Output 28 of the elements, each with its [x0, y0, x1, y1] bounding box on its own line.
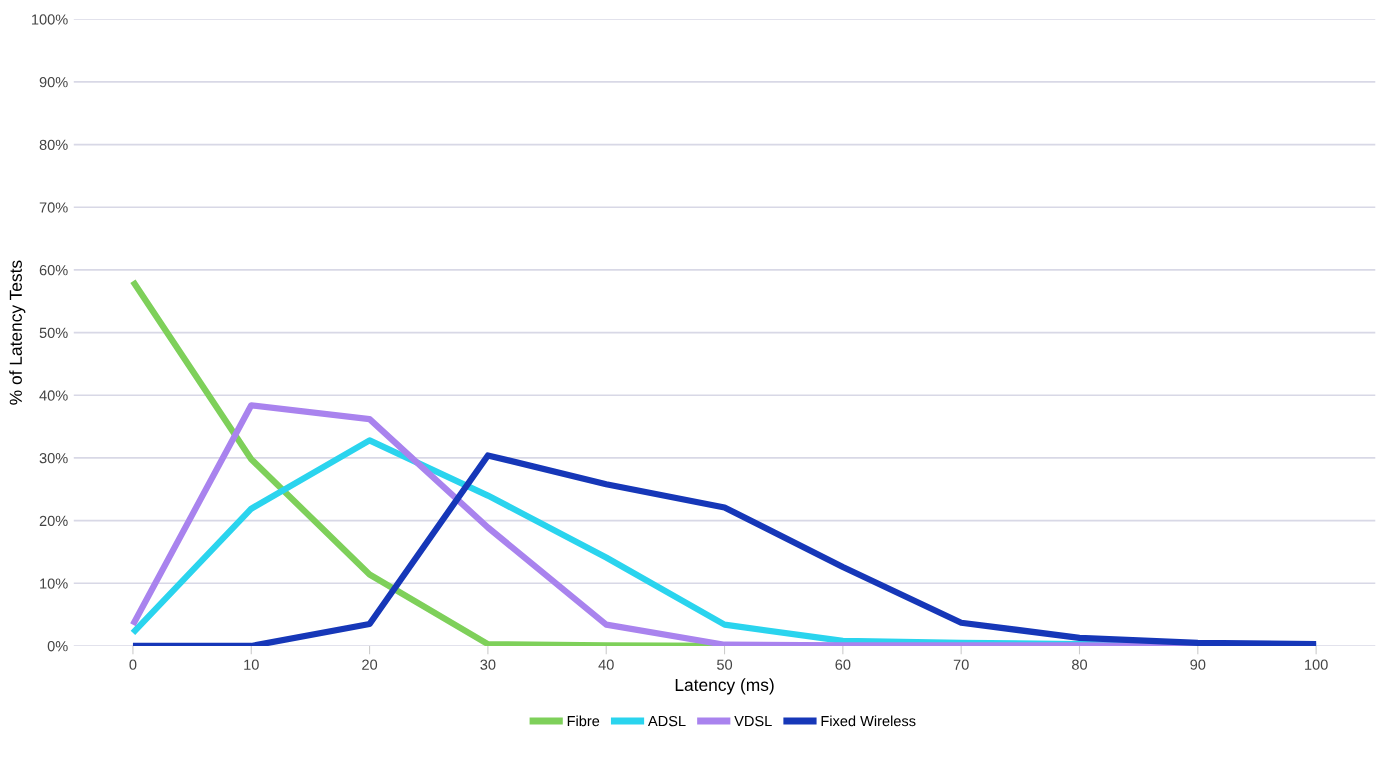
legend-label: Fixed Wireless — [821, 715, 916, 727]
x-axis-title: Latency (ms) — [675, 678, 774, 695]
legend-label: Fibre — [567, 715, 600, 727]
x-tick-label: 60 — [835, 659, 851, 670]
y-tick-label: 30% — [39, 453, 68, 464]
y-axis-title: % of Latency Tests — [9, 260, 26, 405]
x-tick-label: 80 — [1072, 659, 1088, 670]
y-tick-label: 100% — [32, 14, 68, 25]
x-tick-label: 20 — [362, 659, 378, 670]
legend-label: VDSL — [734, 715, 772, 727]
y-tick-label: 0% — [47, 641, 68, 652]
x-tick-label: 70 — [953, 659, 969, 670]
y-tick-label: 40% — [39, 390, 68, 401]
x-tick-label: 30 — [480, 659, 496, 670]
x-tick-label: 0 — [129, 659, 137, 670]
x-tick-label: 10 — [244, 659, 259, 670]
y-tick-label: 70% — [39, 202, 68, 213]
x-tick-label: 100 — [1305, 659, 1328, 670]
x-tick-label: 40 — [598, 659, 614, 670]
y-tick-label: 90% — [39, 77, 68, 88]
x-tick-label: 50 — [717, 659, 733, 670]
y-tick-label: 20% — [39, 515, 68, 527]
y-tick-label: 80% — [39, 139, 68, 150]
y-tick-label: 60% — [39, 265, 68, 276]
y-tick-label: 50% — [39, 327, 68, 339]
x-tick-label: 90 — [1190, 659, 1206, 670]
y-tick-label: 10% — [40, 578, 68, 589]
legend-label: ADSL — [647, 715, 686, 727]
